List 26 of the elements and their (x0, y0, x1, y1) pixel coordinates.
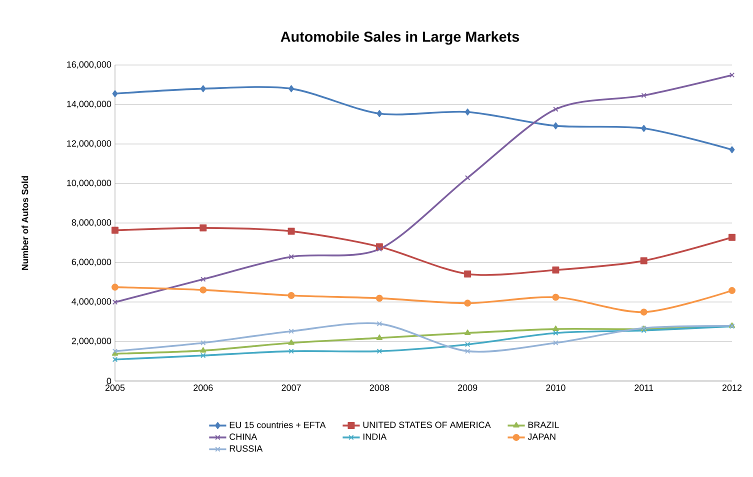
legend-label: RUSSIA (230, 445, 263, 452)
y-tick-label: 0 (106, 378, 112, 384)
legend-label: INDIA (363, 434, 387, 440)
legend-label: UNITED STATES OF AMERICA (363, 422, 491, 428)
legend-label: EU 15 countries + EFTA (230, 422, 326, 428)
y-tick-label: 4,000,000 (72, 298, 112, 306)
x-tick-label: 2010 (546, 384, 566, 391)
y-tick-label: 10,000,000 (67, 180, 112, 188)
chart-title: Automobile Sales in Large Markets (280, 31, 520, 45)
y-tick-label: 2,000,000 (72, 338, 112, 346)
y-tick-label: 8,000,000 (72, 219, 112, 227)
legend-label: JAPAN (528, 434, 556, 440)
x-tick-label: 2005 (105, 384, 125, 391)
legend-label: BRAZIL (528, 422, 559, 428)
x-tick-label: 2012 (722, 384, 742, 391)
x-tick-label: 2007 (282, 384, 301, 391)
x-tick-label: 2009 (458, 384, 478, 391)
y-tick-label: 6,000,000 (72, 258, 112, 266)
x-tick-label: 2006 (194, 384, 213, 391)
y-axis-title: Number of Autos Sold (22, 176, 28, 270)
legend-label: CHINA (230, 434, 258, 440)
y-tick-label: 16,000,000 (67, 61, 112, 69)
x-tick-label: 2008 (370, 384, 390, 391)
x-tick-label: 2011 (634, 384, 654, 391)
y-tick-label: 12,000,000 (67, 140, 112, 148)
y-tick-label: 14,000,000 (67, 100, 112, 108)
